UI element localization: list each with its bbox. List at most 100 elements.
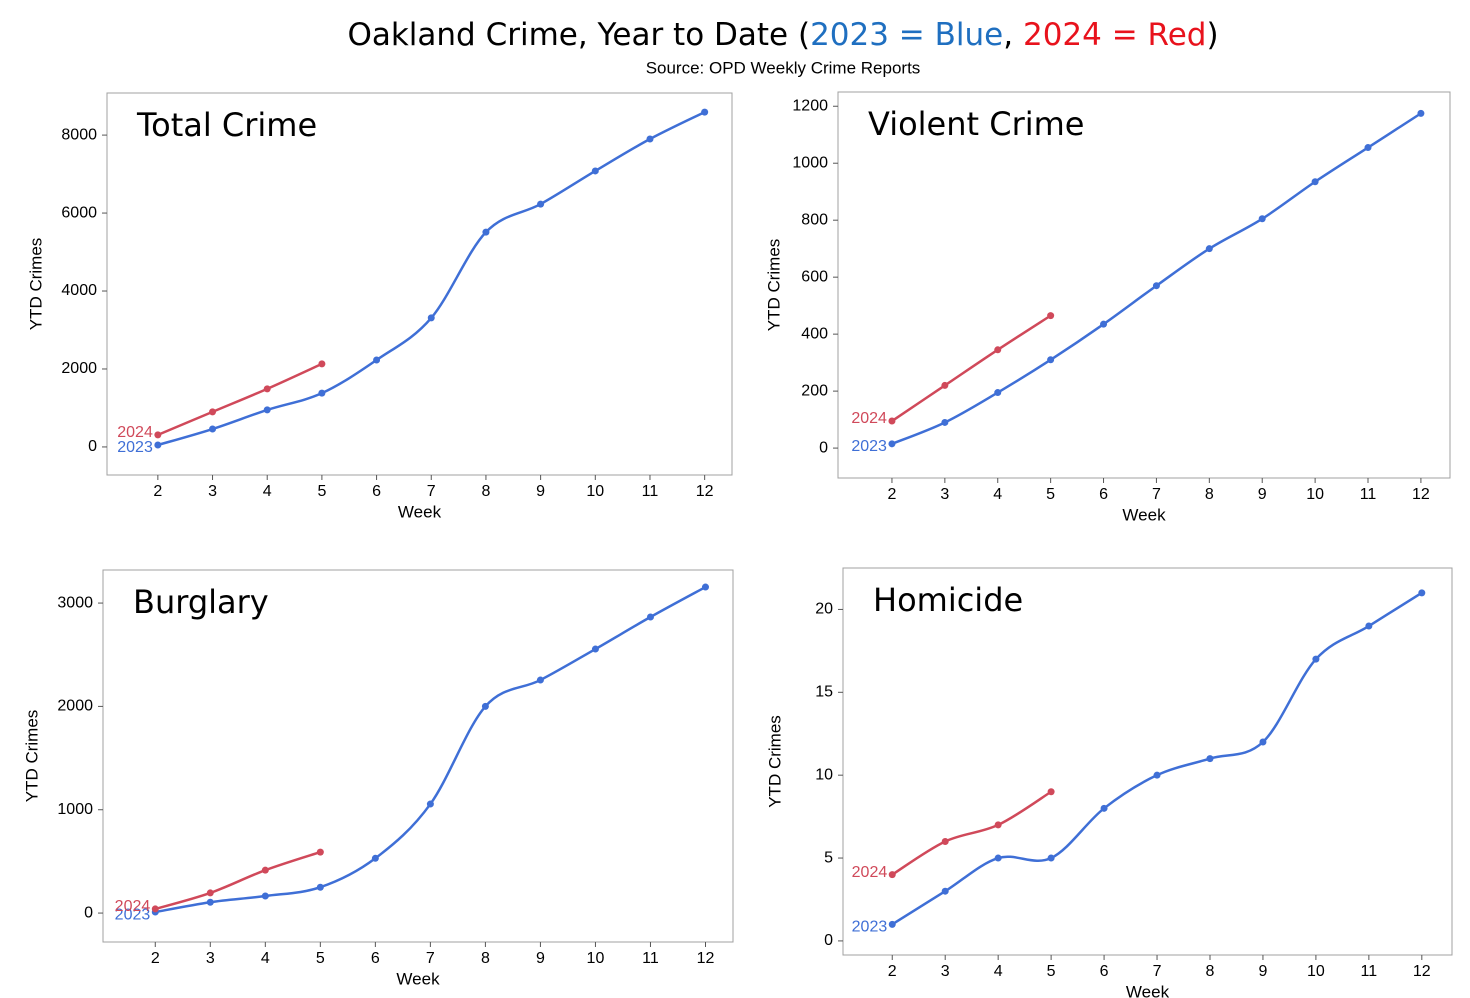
data-point: [888, 440, 896, 448]
x-tick-label: 9: [1258, 486, 1267, 503]
data-point: [1311, 178, 1319, 186]
x-tick-label: 10: [1307, 963, 1325, 980]
series-label: 2024: [117, 424, 153, 441]
x-tick-label: 6: [1100, 963, 1109, 980]
data-point: [154, 431, 162, 439]
data-point: [888, 417, 896, 425]
data-point: [316, 883, 324, 891]
x-tick-label: 4: [263, 483, 272, 500]
x-tick-label: 6: [372, 483, 381, 500]
data-point: [941, 837, 949, 845]
x-tick-label: 9: [536, 950, 545, 967]
y-axis-label: YTD Crimes: [22, 710, 41, 803]
y-tick-label: 5: [824, 849, 833, 866]
y-tick-label: 400: [801, 325, 828, 342]
data-point: [373, 356, 381, 364]
x-tick-label: 7: [427, 483, 436, 500]
x-tick-label: 7: [426, 950, 435, 967]
data-point: [994, 854, 1002, 862]
x-tick-label: 5: [1046, 486, 1055, 503]
x-tick-label: 2: [151, 950, 160, 967]
series-label: 2024: [852, 864, 888, 881]
data-point: [537, 200, 545, 208]
data-point: [426, 800, 434, 808]
fit-line: [891, 591, 1423, 926]
data-point: [1153, 771, 1161, 779]
x-tick-label: 12: [696, 483, 714, 500]
title-part: ,: [1003, 17, 1023, 53]
data-point: [481, 702, 489, 710]
y-tick-label: 4000: [61, 282, 97, 299]
data-point: [1047, 854, 1055, 862]
title-part: 2024 = Red: [1023, 17, 1206, 53]
y-tick-label: 0: [84, 904, 93, 921]
fit-line: [157, 110, 706, 447]
x-tick-label: 6: [371, 950, 380, 967]
panel-title: Total Crime: [136, 106, 317, 144]
plot-frame: [842, 567, 1453, 956]
fit-line: [891, 314, 1052, 423]
data-point: [209, 408, 217, 416]
x-axis-label: Week: [1126, 982, 1170, 998]
fit-line: [154, 850, 321, 911]
y-tick-label: 0: [824, 932, 833, 949]
x-axis-label: Week: [398, 502, 442, 521]
data-point: [591, 167, 599, 175]
figure-title: Oakland Crime, Year to Date (2023 = Blue…: [347, 17, 1218, 53]
x-tick-label: 5: [316, 950, 325, 967]
data-point: [941, 418, 949, 426]
x-tick-label: 12: [697, 950, 715, 967]
x-tick-label: 10: [587, 950, 605, 967]
x-tick-label: 8: [1205, 486, 1214, 503]
y-tick-label: 0: [819, 439, 828, 456]
x-tick-label: 10: [586, 483, 604, 500]
data-point: [994, 346, 1002, 354]
fit-line: [157, 362, 323, 437]
fit-line: [891, 112, 1422, 445]
data-point: [263, 406, 271, 414]
x-tick-label: 8: [1206, 963, 1215, 980]
y-tick-label: 600: [801, 268, 828, 285]
x-axis-label: Week: [396, 969, 440, 988]
data-point: [1047, 356, 1055, 364]
panel-title: Homicide: [873, 581, 1023, 619]
y-tick-label: 6000: [61, 204, 97, 221]
y-tick-label: 0: [88, 438, 97, 455]
x-tick-label: 8: [481, 950, 490, 967]
y-tick-label: 200: [801, 382, 828, 399]
data-point: [701, 583, 709, 591]
data-point: [1417, 109, 1425, 117]
data-point: [206, 889, 214, 897]
data-point: [151, 905, 159, 913]
y-tick-label: 2000: [61, 360, 97, 377]
y-tick-label: 800: [801, 211, 828, 228]
x-tick-label: 4: [994, 963, 1003, 980]
series-label: 2024: [115, 898, 151, 915]
data-point: [209, 425, 217, 433]
series-label: 2023: [851, 438, 887, 455]
data-point: [1205, 245, 1213, 253]
x-tick-label: 11: [642, 483, 659, 500]
x-tick-label: 4: [993, 486, 1002, 503]
fit-line: [891, 790, 1052, 876]
x-tick-label: 3: [941, 963, 950, 980]
data-point: [888, 920, 896, 928]
x-tick-label: 5: [317, 483, 326, 500]
y-tick-label: 10: [815, 766, 833, 783]
data-point: [701, 108, 709, 116]
x-tick-label: 7: [1153, 963, 1162, 980]
x-tick-label: 9: [536, 483, 545, 500]
plot-frame: [837, 91, 1451, 479]
y-tick-label: 8000: [61, 126, 97, 143]
data-point: [427, 314, 435, 322]
y-axis-label: YTD Crimes: [764, 239, 783, 332]
series-label: 2023: [115, 906, 151, 923]
data-point: [1047, 788, 1055, 796]
title-part: ): [1206, 17, 1218, 53]
x-tick-label: 4: [261, 950, 270, 967]
series-label: 2023: [852, 919, 888, 936]
x-tick-label: 3: [208, 483, 217, 500]
x-tick-label: 12: [1413, 963, 1431, 980]
data-point: [318, 360, 326, 368]
data-point: [646, 613, 654, 621]
